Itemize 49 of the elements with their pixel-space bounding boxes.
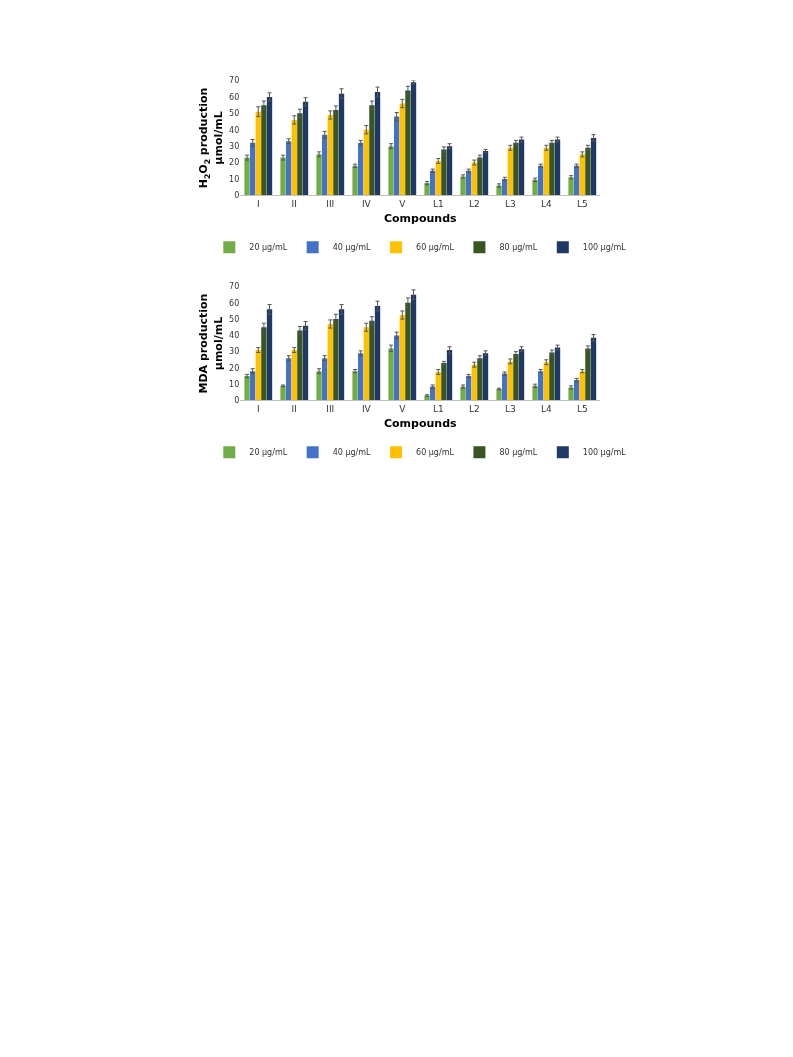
legend-label: 80 µg/mL <box>499 243 538 253</box>
y-tick-label: 20 <box>229 363 240 373</box>
x-tick-label: L2 <box>468 404 480 415</box>
y-tick-label: 40 <box>229 331 240 341</box>
x-tick-label: I <box>256 199 260 210</box>
legend-label: 100 µg/mL <box>582 448 627 458</box>
x-tick-label: III <box>326 404 335 415</box>
x-tick-label: L5 <box>576 199 588 210</box>
x-tick-label: L5 <box>576 404 588 415</box>
y-tick-label: 70 <box>229 76 240 86</box>
x-tick-label: IV <box>361 199 372 210</box>
x-tick-label: I <box>256 404 260 415</box>
x-tick-label: L4 <box>540 199 552 210</box>
legend-label: 100 µg/mL <box>582 243 627 253</box>
x-tick-label: V <box>399 404 407 415</box>
x-tick-label: IV <box>361 404 372 415</box>
y-tick-label: 30 <box>229 347 240 357</box>
y-tick-label: 0 <box>234 191 240 201</box>
x-tick-label: II <box>291 404 297 415</box>
x-tick-label: V <box>399 199 407 210</box>
y-tick-label: 0 <box>234 396 240 406</box>
x-tick-label: III <box>326 199 335 210</box>
legend-label: 40 µg/mL <box>332 243 372 253</box>
y-tick-label: 50 <box>229 314 240 324</box>
y-tick-label: 50 <box>229 109 240 119</box>
y-axis-title: MDA production µmol/mL <box>197 293 225 394</box>
y-tick-label: 60 <box>229 298 240 308</box>
x-tick-label: II <box>291 199 297 210</box>
y-tick-label: 70 <box>229 282 240 292</box>
legend-label: 40 µg/mL <box>332 448 372 458</box>
x-tick-label: L1 <box>432 199 444 210</box>
y-tick-label: 40 <box>229 125 240 135</box>
y-tick-label: 10 <box>229 174 240 184</box>
x-tick-label: L3 <box>504 404 516 415</box>
x-tick-label: L3 <box>504 199 516 210</box>
y-tick-label: 10 <box>229 379 240 389</box>
y-tick-label: 60 <box>229 92 240 102</box>
y-tick-label: 30 <box>229 141 240 151</box>
x-tick-label: L4 <box>540 404 552 415</box>
legend-label: 60 µg/mL <box>416 243 455 253</box>
x-axis-title: Compounds <box>383 417 458 431</box>
x-tick-label: L1 <box>432 404 444 415</box>
legend-label: 60 µg/mL <box>416 448 455 458</box>
x-axis-title: Compounds <box>383 212 458 226</box>
legend-label: 80 µg/mL <box>499 448 538 458</box>
legend-label: 20 µg/mL <box>249 448 288 458</box>
y-tick-label: 20 <box>229 158 240 168</box>
x-tick-label: L2 <box>468 199 480 210</box>
legend-label: 20 µg/mL <box>249 243 288 253</box>
